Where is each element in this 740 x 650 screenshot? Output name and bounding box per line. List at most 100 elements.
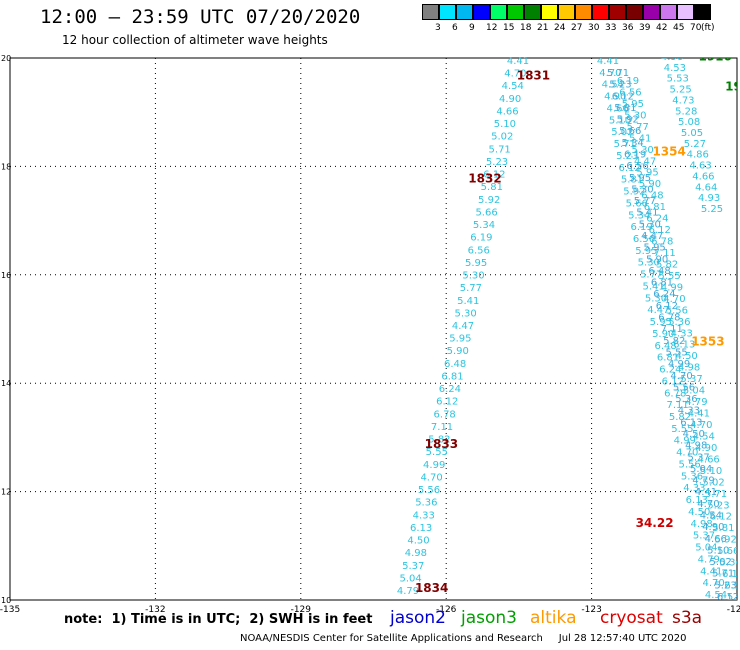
track-value-label: 5.30 (462, 271, 484, 282)
dense-track-value: 5.95 (629, 173, 651, 184)
y-tick-label: 10 (1, 596, 11, 605)
dense-track-value: 6.12 (662, 376, 684, 387)
time-label: 1353 (691, 334, 724, 348)
y-tick-label: 14 (1, 379, 11, 388)
legend-swatch (677, 4, 694, 20)
legend-tick-label: 42 (656, 23, 668, 33)
dense-track-value: 4.70 (663, 294, 685, 305)
dense-track-value: 5.10 (700, 466, 722, 477)
dense-track-value: 5.92 (623, 187, 645, 198)
dense-track-value: 4.90 (695, 443, 717, 454)
dense-track-value: 5.30 (638, 258, 660, 269)
track-value-label: 5.56 (418, 485, 440, 496)
dense-track-value: 5.41 (629, 133, 651, 144)
dense-track-value: 5.37 (680, 374, 702, 385)
dense-track-value: 5.81 (621, 175, 643, 186)
dense-track-value: 5.30 (631, 184, 653, 195)
track-value-label: 4.41 (507, 56, 529, 67)
track-value-label: 6.13 (410, 523, 432, 534)
track-value-label: 4.99 (423, 460, 445, 471)
dense-track-value: 4.70 (670, 371, 692, 382)
time-label: 1917 (725, 80, 740, 94)
dense-track-value: 5.90 (646, 254, 668, 265)
dense-track-value: 5.04 (690, 464, 712, 475)
track-value-label: 4.70 (420, 472, 442, 483)
dense-track-value: 4.66 (705, 534, 727, 545)
legend-tick-label: 3 (435, 23, 441, 33)
track-value-label: 5.04 (399, 573, 421, 584)
track-value-label: 5.41 (457, 296, 479, 307)
dense-track-value: 5.02 (702, 477, 724, 488)
dense-track-value: 5.37 (693, 531, 715, 542)
footer-note: note: 1) Time is in UTC; 2) SWH is in fe… (64, 612, 373, 627)
dense-track-value: 6.19 (624, 150, 646, 161)
track-value-label: 5.82 (428, 435, 450, 446)
dense-track-value: 5.30 (639, 219, 661, 230)
dense-track-value: 5.66 (717, 546, 739, 557)
legend-swatch (643, 4, 660, 20)
dense-track-value: 4.50 (676, 351, 698, 362)
legend-tick-label: 33 (605, 23, 617, 33)
legend-tick-label: 24 (554, 23, 566, 33)
dense-track-value: 4.90 (604, 92, 626, 103)
legend-tick-label: 6 (452, 23, 458, 33)
dense-track-value: 4.99 (668, 359, 690, 370)
dense-track-value: 5.71 (614, 139, 636, 150)
track-value-label: 5.36 (415, 498, 437, 509)
track-value-label: 5.81 (481, 182, 503, 193)
dense-track-value: 4.99 (674, 436, 696, 447)
dense-track-value: 5.95 (650, 317, 672, 328)
dense-track-value: 5.41 (642, 281, 664, 292)
legend-swatch (456, 4, 473, 20)
mission-label-s3a: s3a (672, 608, 703, 628)
dense-track-value: 5.37 (688, 452, 710, 463)
dense-track-value: 5.34 (628, 210, 650, 221)
dense-track-value: 6.56 (619, 87, 641, 98)
dense-track-value: 4.70 (697, 499, 719, 510)
legend-swatch (507, 4, 524, 20)
dense-track-value: 5.71 (607, 68, 629, 79)
time-label: 1834 (415, 581, 448, 595)
dense-track-value: 5.95 (635, 246, 657, 257)
track-value-label: 5.66 (475, 207, 497, 218)
dense-track-value: 4.41 (597, 56, 619, 67)
dense-track-value: 5.55 (671, 424, 693, 435)
chart-title: 12:00 – 23:59 UTC 07/20/2020 (40, 6, 361, 28)
track-value-label: 6.81 (441, 371, 463, 382)
legend-swatch (660, 4, 677, 20)
dense-track-value: 4.70 (702, 578, 724, 589)
track-value-label: 6.19 (470, 233, 492, 244)
track-value-label: 4.66 (496, 106, 518, 117)
dense-track-value: 6.78 (658, 313, 680, 324)
legend-swatch (609, 4, 626, 20)
track-value-label: 5.30 (454, 308, 476, 319)
x-tick-label: -123 (581, 605, 601, 615)
x-tick-label: -129 (291, 605, 312, 615)
dense-track-value: 5.36 (668, 317, 690, 328)
legend-tick-label: 39 (639, 23, 651, 33)
dense-track-value: 6.24 (646, 214, 668, 225)
track-value-label: 5.92 (478, 195, 500, 206)
legend-swatch (626, 4, 643, 20)
legend-swatch (439, 4, 456, 20)
dense-track-value: 4.66 (606, 103, 628, 114)
dense-track-value: 6.13 (686, 495, 708, 506)
mission-label-jason2: jason2 (390, 608, 446, 628)
track-value-label: 6.48 (444, 359, 466, 370)
legend-tick-label: 30 (588, 23, 600, 33)
dense-track-value: 5.81 (614, 103, 636, 114)
y-tick-label: 20 (1, 54, 11, 63)
dense-track-value: 6.78 (651, 237, 673, 248)
track-value-label: 5.37 (402, 561, 424, 572)
legend-tick-label: 70 (690, 23, 702, 33)
dense-track-value: 5.41 (636, 208, 658, 219)
track-value-label: 7.11 (431, 422, 453, 433)
dense-track-value: 5.77 (627, 122, 649, 133)
time-label: 1832 (468, 172, 501, 186)
legend-tick-label: 18 (520, 23, 532, 33)
dense-track-value: 4.54 (700, 510, 722, 521)
right-track-value: 5.27 (684, 139, 706, 150)
dense-track-value: 5.55 (658, 271, 680, 282)
track-value-label: 6.56 (468, 245, 490, 256)
mission-label-jason3: jason3 (461, 608, 517, 628)
